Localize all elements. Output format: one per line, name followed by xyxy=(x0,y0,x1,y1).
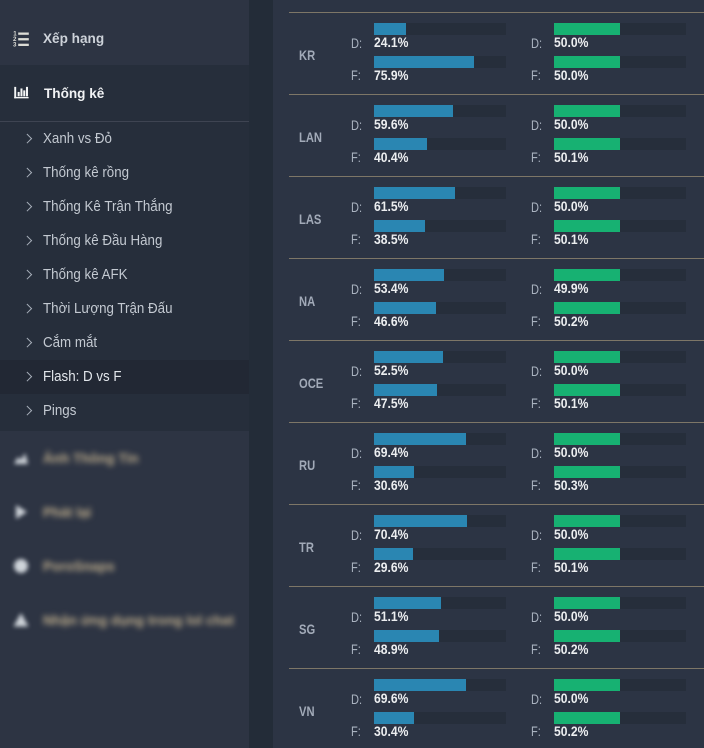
svg-text:1: 1 xyxy=(13,30,17,37)
svg-text:2: 2 xyxy=(13,36,17,43)
svg-text:3: 3 xyxy=(13,41,17,46)
